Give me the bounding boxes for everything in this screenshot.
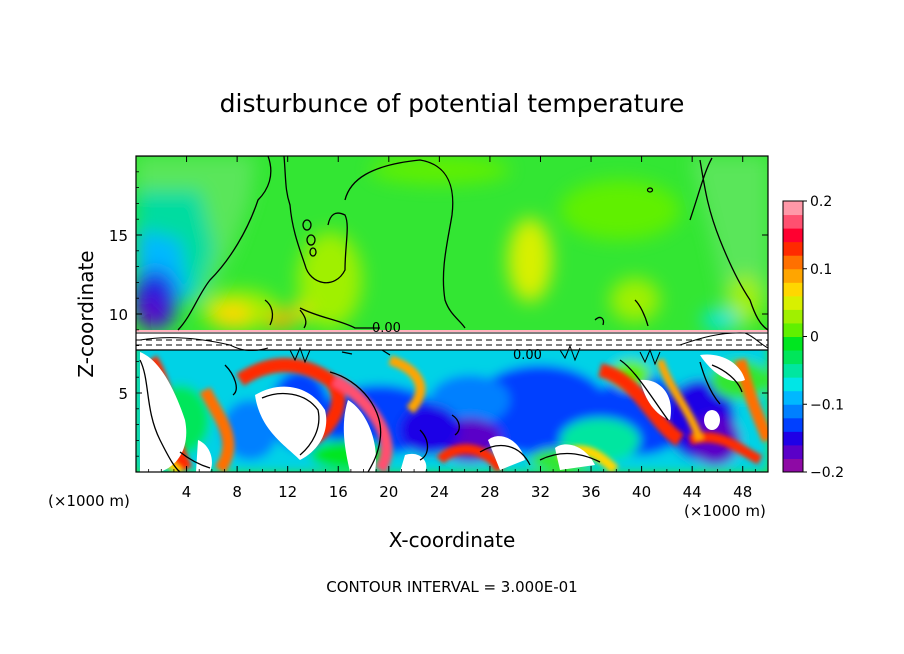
colorbar-swatch [783,214,803,229]
colorbar-swatch [783,322,803,337]
colorbar-swatch [783,363,803,378]
y-tick-label: 15 [109,227,128,245]
x-tick-label: 48 [733,483,752,501]
colorbar-swatch [783,309,803,324]
colorbar-swatch [783,350,803,365]
x-tick-label: 16 [329,483,348,501]
x-unit-label-right: (×1000 m) [684,502,766,520]
white-regions [140,352,745,472]
x-tick-label: 40 [632,483,651,501]
y-tick-label: 10 [109,306,128,324]
x-unit-label-left: (×1000 m) [48,492,130,510]
colorbar-swatch [783,431,803,446]
y-axis-ticks: 5 10 15 [109,171,768,457]
x-tick-label: 20 [379,483,398,501]
colorbar-swatch [783,241,803,256]
colorbar-tick-label: −0.1 [810,397,844,413]
x-tick-label: 24 [430,483,449,501]
x-tick-label: 12 [278,483,297,501]
contour-interval-note: CONTOUR INTERVAL = 3.000E-01 [326,578,577,596]
colorbar: 0.2 0.1 0 −0.1 −0.2 [782,194,844,481]
y-tick-label: 5 [118,385,128,403]
inversion-band [136,330,768,366]
chart-title: disturbunce of potential temperature [220,89,685,118]
colorbar-swatch [783,228,803,243]
colorbar-tick-label: 0 [810,330,819,346]
x-tick-label: 4 [182,483,192,501]
colorbar-swatch [783,404,803,419]
colorbar-tick-label: 0.1 [810,262,832,278]
colorbar-swatch [783,390,803,405]
colorbar-swatch [783,377,803,392]
x-tick-label: 32 [531,483,550,501]
x-tick-label: 28 [480,483,499,501]
contour-lines [136,156,768,472]
x-tick-label: 36 [581,483,600,501]
plot-area: 0.00 0.00 [136,156,768,472]
colorbar-swatch [783,268,803,283]
turbulent-field [136,340,768,472]
contour-label-1: 0.00 [372,321,401,336]
colorbar-swatch [783,282,803,297]
colorbar-swatch [783,295,803,310]
x-tick-label: 44 [683,483,702,501]
colorbar-swatch [783,444,803,459]
colorbar-swatch [783,417,803,432]
colorbar-swatch [783,201,803,216]
colorbar-swatch [783,336,803,351]
x-axis-ticks: 4 8 12 16 20 24 28 32 36 40 44 48 [148,156,756,501]
colorbar-swatch [783,458,803,473]
colorbar-swatch [783,255,803,270]
colorbar-tick-label: 0.2 [810,194,832,210]
y-axis-title: Z-coordinate [74,250,98,377]
colorbar-tick-label: −0.2 [810,465,844,481]
contour-label-2: 0.00 [513,348,542,363]
x-axis-title: X-coordinate [389,528,516,552]
x-tick-label: 8 [232,483,242,501]
